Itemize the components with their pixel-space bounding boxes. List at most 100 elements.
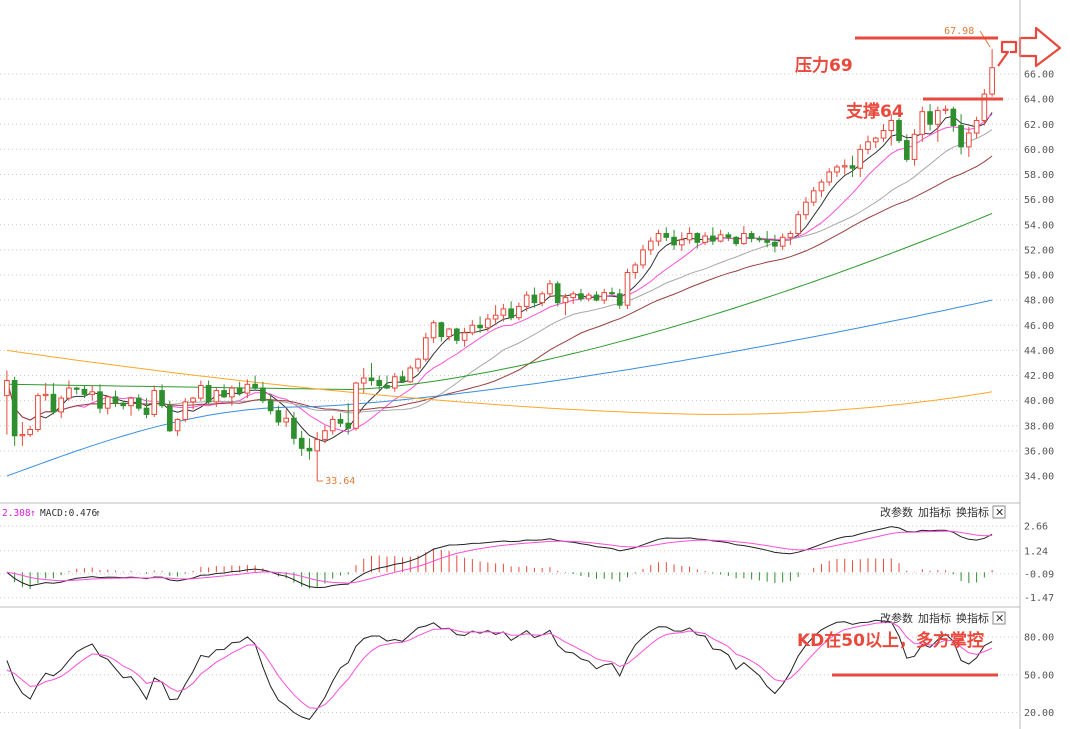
switch-indicator-button[interactable]: 换指标 [956,505,989,519]
candle [128,396,134,416]
kd-tick-label: 50.00 [1024,670,1054,681]
candle [500,303,507,322]
candle-body [283,417,289,423]
candle-body [407,367,414,383]
candle [523,291,530,312]
candle [283,409,289,428]
candle-body [973,119,980,134]
candle [694,232,701,249]
candle [213,388,220,407]
kd-k-line [6,619,993,720]
candle-body [213,390,220,403]
candle-body [539,293,545,304]
candle-body [624,271,631,306]
close-icon[interactable] [992,505,1006,519]
candle-body [135,397,142,409]
price-tick-label: 36.00 [1024,446,1054,457]
candle-body [601,292,608,301]
macd-dea-line [6,530,993,584]
candle [748,231,755,243]
switch-indicator-button[interactable]: 换指标 [956,611,989,625]
candle-body [260,387,266,402]
ma-line-ma60 [6,212,993,391]
candle [911,129,918,166]
candle [73,386,80,395]
candle-body [205,385,212,403]
candle-body [221,390,227,398]
candle [554,281,561,307]
candle [663,227,670,242]
kd-d-line [6,621,993,709]
close-label: ✕ [995,506,1004,519]
candle-body [725,234,732,238]
candle-body [151,390,158,415]
candle-body [741,233,747,245]
candle-body [593,294,600,301]
candle [508,301,514,321]
candle [903,134,910,162]
candle [958,114,964,155]
candle [66,380,72,401]
change-params-button[interactable]: 改参数 [880,611,913,625]
price-tick-label: 48.00 [1024,296,1054,307]
candle [942,105,949,115]
candle [407,365,414,384]
candle-body [694,233,701,243]
candle [702,232,708,245]
candle [485,313,491,332]
candle [42,383,49,401]
candle [547,280,553,298]
candle [430,320,437,343]
add-indicator-button[interactable]: 加指标 [918,611,951,625]
candle [477,316,483,333]
candle [221,384,227,399]
close-icon[interactable] [992,611,1006,625]
candle-body [399,376,406,383]
candle [826,168,833,186]
candle-body [89,391,96,395]
price-tick-label: 60.00 [1024,145,1054,156]
candle-body [454,328,460,341]
candle [616,288,623,309]
candle-body [841,165,848,168]
candle [841,159,848,175]
candle-body [616,293,623,306]
macd-value: MACD:0.476 [40,508,97,519]
arrow-up-icon: ↑ [95,508,101,519]
candle [182,398,189,422]
candle [229,385,235,406]
candle [593,291,600,302]
kd-lines [6,619,993,720]
candle-body [911,133,918,160]
candle-body [764,239,770,243]
candle-body [903,140,910,160]
candle-body [585,294,592,300]
candle-body [267,400,274,412]
candle-body [717,234,724,242]
macd-header: 2.308 ↑ MACD:0.476 ↑ [2,508,101,519]
candle [795,210,802,237]
candle-body [4,380,10,397]
candle [717,229,724,243]
price-tick-label: 64.00 [1024,95,1054,106]
macd-tick-label: 1.24 [1024,546,1048,557]
candle [966,126,972,157]
candle-body [678,239,685,246]
candle [415,357,421,372]
candle-body [81,388,88,395]
candle-body [42,393,49,397]
candle-body [73,387,80,390]
candle-body [322,430,328,441]
macd-dif-line [6,526,993,589]
candle-body [159,390,165,407]
candle [578,288,584,302]
change-params-button[interactable]: 改参数 [880,505,913,519]
candle-body [415,358,421,369]
arrow-icon-up [997,40,1018,67]
candle [275,405,282,426]
candle-body [97,391,103,409]
candle-body [438,322,445,338]
add-indicator-button[interactable]: 加指标 [918,505,951,519]
candle-body [190,397,196,403]
